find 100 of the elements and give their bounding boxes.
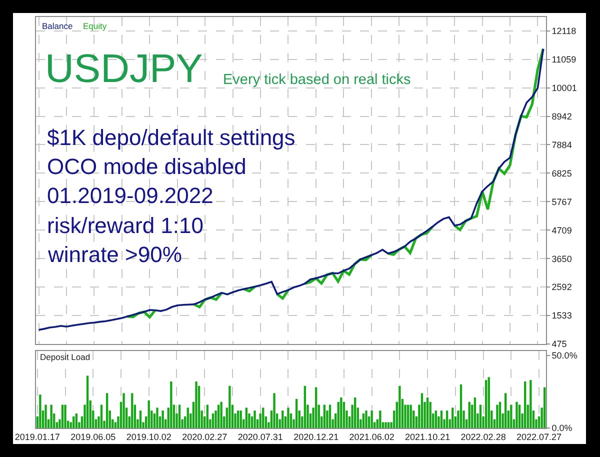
bar <box>379 410 382 428</box>
bar <box>131 393 134 428</box>
bar <box>106 393 108 428</box>
bar <box>496 404 498 428</box>
annotation: risk/reward 1:10 <box>47 213 204 238</box>
bar <box>236 410 240 428</box>
x-tick-label: 2020.12.21 <box>294 432 339 442</box>
y-tick-label: 50.0% <box>552 350 578 361</box>
y-tick-label: 2592 <box>552 282 572 292</box>
bar <box>340 397 342 428</box>
bar <box>295 398 298 428</box>
bar <box>228 386 231 428</box>
y-tick-label: 475 <box>552 339 567 350</box>
x-tick-label: 2020.07.31 <box>238 432 283 442</box>
x-tick-label: 2020.02.27 <box>182 432 228 442</box>
bar <box>39 394 42 428</box>
text: Every tick based on real ticks <box>223 72 411 88</box>
bar <box>544 387 546 428</box>
text: Equity <box>83 21 108 31</box>
x-tick-label: 2019.06.05 <box>70 432 116 442</box>
y-tick-label: 10001 <box>552 82 577 93</box>
y-tick-label: 4709 <box>552 225 572 236</box>
bar <box>518 404 521 428</box>
bar <box>429 402 432 428</box>
bar <box>282 410 284 428</box>
bar <box>315 387 318 428</box>
bar <box>410 404 412 428</box>
x-tick-label: 2019.01.17 <box>14 432 60 442</box>
bar <box>50 404 52 428</box>
bar <box>245 408 248 428</box>
bar <box>198 386 200 428</box>
bar <box>398 386 401 428</box>
bar <box>468 402 470 428</box>
bar <box>460 384 462 428</box>
bar <box>64 404 66 428</box>
bar <box>206 404 208 428</box>
bar <box>365 410 368 428</box>
annotation: winrate >90% <box>47 242 182 267</box>
bar <box>323 404 326 428</box>
line-series <box>38 48 544 331</box>
bar <box>384 422 387 428</box>
bar <box>426 397 429 428</box>
bar <box>304 386 306 428</box>
bar <box>170 382 172 428</box>
bar <box>387 422 390 428</box>
y-tick-label: 1533 <box>552 310 572 321</box>
x-tick-label: 2021.10.21 <box>405 432 450 442</box>
bar <box>240 410 242 428</box>
bar <box>354 397 356 428</box>
bar <box>488 377 490 428</box>
y-tick-label: 5767 <box>552 196 572 207</box>
bar <box>156 408 158 428</box>
bar <box>212 413 214 428</box>
bar <box>75 413 78 428</box>
y-tick-label: 11059 <box>552 54 576 65</box>
annotation: $1K depo/default settings <box>47 125 296 150</box>
bar <box>485 380 488 428</box>
bar <box>186 408 189 428</box>
bar <box>328 404 332 428</box>
bar <box>420 393 424 428</box>
x-tick-label: 2019.10.02 <box>126 432 172 442</box>
bar <box>220 402 222 428</box>
annotation: 01.2019-09.2022 <box>47 183 214 208</box>
bar <box>122 393 125 428</box>
y-tick-label: 7884 <box>552 140 572 150</box>
bar <box>72 416 75 428</box>
bar <box>195 382 198 428</box>
bar <box>504 393 507 428</box>
bar <box>440 410 443 428</box>
annotation: OCO mode disabled <box>47 154 246 179</box>
y-tick-label: 3650 <box>552 254 572 264</box>
x-tick-label: 2021.06.02 <box>349 432 394 442</box>
bar <box>498 402 502 428</box>
text: Balance <box>42 21 73 31</box>
bar <box>516 402 518 428</box>
bar <box>100 404 103 428</box>
bar <box>44 404 47 428</box>
bar <box>510 404 512 428</box>
bar <box>61 404 64 428</box>
bar <box>262 408 264 428</box>
bar <box>139 410 142 428</box>
bar <box>254 410 256 428</box>
bar <box>530 380 532 428</box>
chart-title: Deposit Load <box>40 352 90 362</box>
y-tick-label: 12118 <box>552 26 576 36</box>
bar <box>178 404 181 428</box>
bar <box>217 404 220 428</box>
y-tick-label: 8942 <box>552 111 572 122</box>
text: USDJPY <box>45 47 203 91</box>
bar <box>452 408 454 428</box>
bar <box>446 410 448 428</box>
bar <box>287 408 290 428</box>
bar <box>434 410 437 428</box>
bar <box>406 404 410 428</box>
bar <box>362 413 365 428</box>
x-tick-label: 2022.07.27 <box>516 432 562 442</box>
bar <box>337 402 340 428</box>
bar <box>479 404 482 428</box>
bar <box>148 400 150 428</box>
bar <box>474 397 476 428</box>
